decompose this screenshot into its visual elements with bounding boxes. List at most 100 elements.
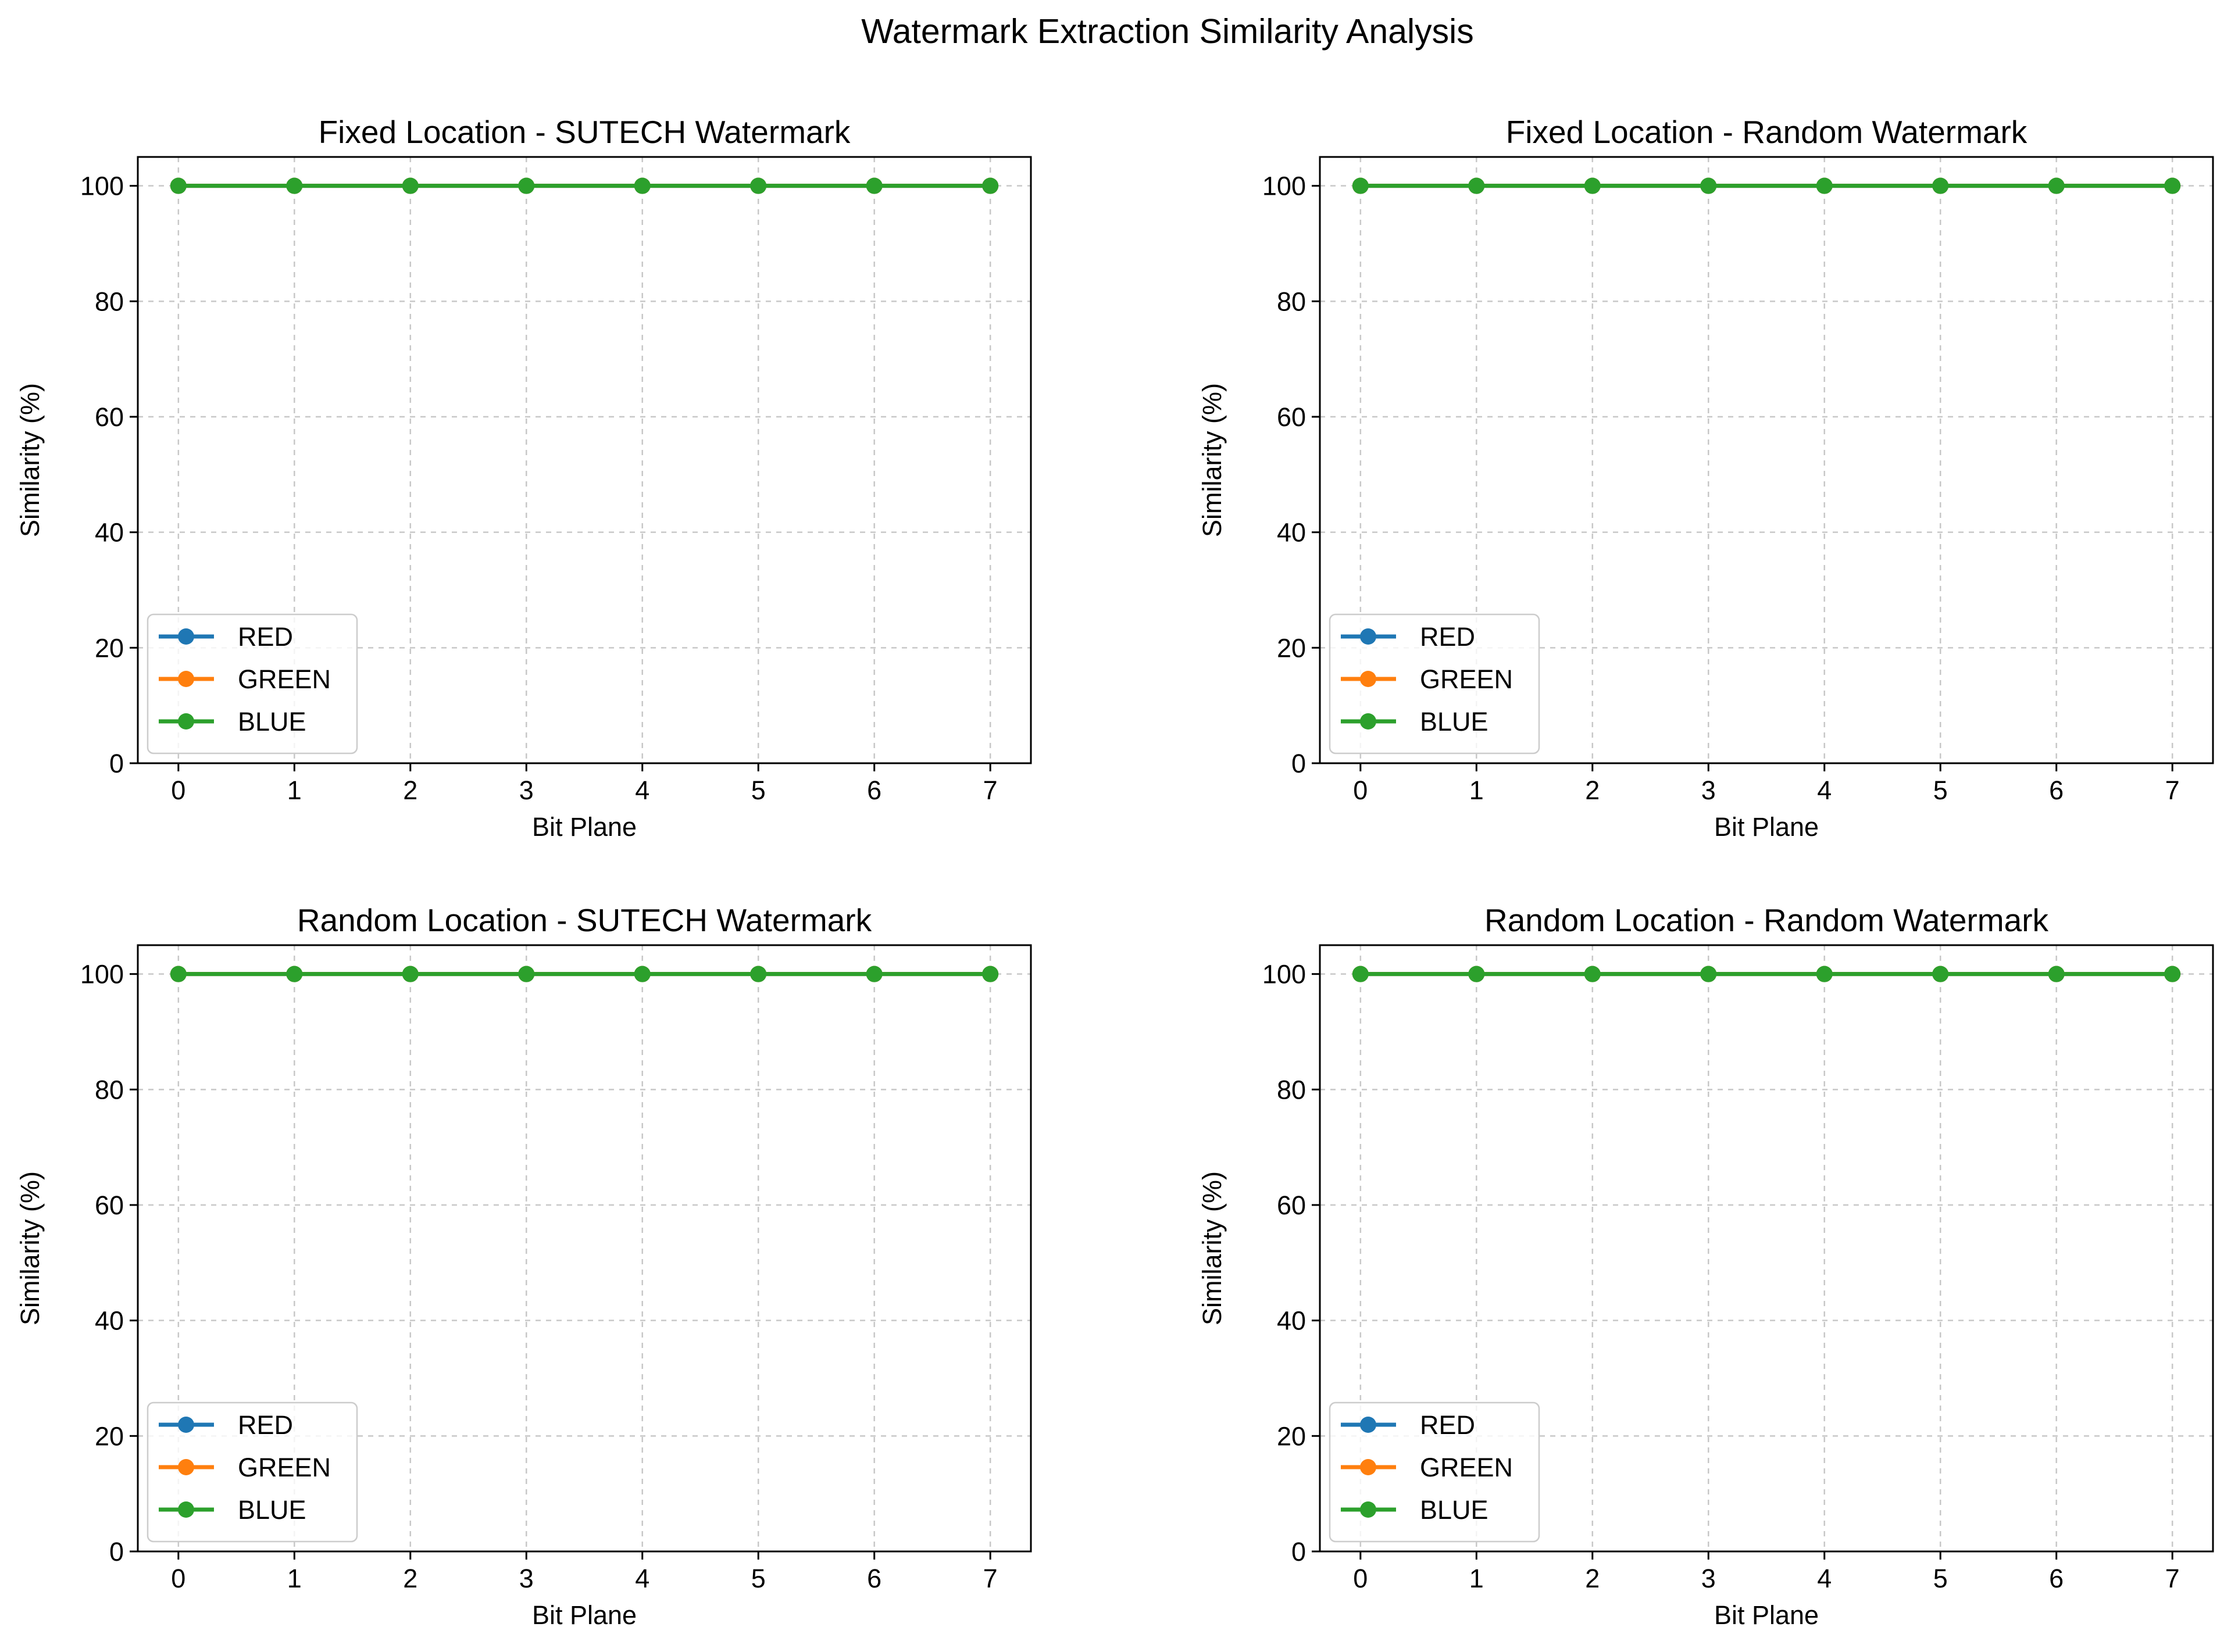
subplot-title: Random Location - Random Watermark xyxy=(1484,902,2049,938)
axes-frame xyxy=(1319,944,2214,1553)
y-axis-label: Similarity (%) xyxy=(1197,383,1227,537)
subplot-title: Fixed Location - Random Watermark xyxy=(1506,114,2027,150)
x-axis-label: Bit Plane xyxy=(1714,812,1819,842)
data-point-blue xyxy=(1352,177,1369,194)
y-tick-label: 20 xyxy=(1277,633,1306,663)
legend-label: GREEN xyxy=(1420,664,1513,694)
legend-marker-red xyxy=(178,628,194,645)
data-point-blue xyxy=(750,966,767,982)
y-tick-label: 40 xyxy=(95,518,124,548)
x-tick-label: 7 xyxy=(983,1564,998,1593)
data-point-blue xyxy=(2164,177,2181,194)
x-tick-label: 1 xyxy=(287,775,302,805)
data-point-blue xyxy=(1932,966,1949,982)
legend: RED GREEN BLUE xyxy=(147,613,358,755)
data-point-blue xyxy=(1584,177,1601,194)
legend-marker-red xyxy=(1360,628,1376,645)
y-tick-label: 80 xyxy=(1277,1075,1306,1104)
legend-marker-blue xyxy=(178,713,194,730)
legend-marker-red xyxy=(178,1417,194,1433)
legend-label: BLUE xyxy=(238,707,306,736)
y-tick-label: 80 xyxy=(95,1075,124,1104)
legend-label: BLUE xyxy=(1420,1495,1488,1525)
x-tick-label: 4 xyxy=(1817,775,1832,805)
data-point-blue xyxy=(1352,966,1369,982)
y-tick-label: 60 xyxy=(1277,402,1306,432)
plot-area xyxy=(170,966,999,982)
y-tick-label: 40 xyxy=(1277,1306,1306,1336)
legend-marker-green xyxy=(1360,1459,1376,1475)
y-tick-label: 20 xyxy=(95,633,124,663)
data-point-blue xyxy=(1468,966,1485,982)
data-point-blue xyxy=(1584,966,1601,982)
x-tick-label: 2 xyxy=(1585,1564,1600,1593)
subplot-1: Fixed Location - SUTECH Watermark Bit Pl… xyxy=(15,114,1032,842)
x-axis-label: Bit Plane xyxy=(1714,1600,1819,1630)
x-tick-label: 0 xyxy=(1353,1564,1368,1593)
y-tick-label: 40 xyxy=(1277,518,1306,548)
plot-area xyxy=(1352,966,2181,982)
legend-box xyxy=(147,1401,358,1543)
legend-marker-blue xyxy=(178,1501,194,1518)
x-tick-label: 2 xyxy=(403,775,417,805)
data-point-blue xyxy=(1468,177,1485,194)
data-point-blue xyxy=(634,966,651,982)
data-point-blue xyxy=(1932,177,1949,194)
y-tick-label: 0 xyxy=(109,749,124,778)
y-tick-label: 100 xyxy=(80,171,124,201)
legend-label: GREEN xyxy=(238,1453,331,1482)
data-point-blue xyxy=(2048,966,2065,982)
x-tick-label: 4 xyxy=(635,1564,649,1593)
x-tick-label: 2 xyxy=(403,1564,417,1593)
subplot-title: Fixed Location - SUTECH Watermark xyxy=(319,114,851,150)
x-tick-label: 4 xyxy=(1817,1564,1832,1593)
data-point-blue xyxy=(286,966,303,982)
subplot-title: Random Location - SUTECH Watermark xyxy=(297,902,872,938)
plot-area xyxy=(170,177,999,194)
axes-frame xyxy=(137,156,1032,764)
data-point-blue xyxy=(982,177,999,194)
legend: RED GREEN BLUE xyxy=(1329,1401,1540,1543)
legend-marker-red xyxy=(1360,1417,1376,1433)
legend-label: RED xyxy=(238,1410,293,1440)
subplot-4: Random Location - Random Watermark Bit P… xyxy=(1197,902,2214,1630)
legend-label: BLUE xyxy=(238,1495,306,1525)
x-tick-label: 5 xyxy=(751,775,766,805)
data-point-blue xyxy=(2164,966,2181,982)
y-tick-label: 100 xyxy=(1262,171,1306,201)
data-point-blue xyxy=(866,177,883,194)
data-point-blue xyxy=(634,177,651,194)
data-point-blue xyxy=(170,177,187,194)
legend-marker-blue xyxy=(1360,713,1376,730)
legend-box xyxy=(1329,613,1540,755)
x-tick-label: 0 xyxy=(171,1564,185,1593)
subplot-2: Fixed Location - Random Watermark Bit Pl… xyxy=(1197,114,2214,842)
x-tick-label: 7 xyxy=(983,775,998,805)
y-tick-label: 60 xyxy=(1277,1190,1306,1220)
x-tick-label: 7 xyxy=(2165,775,2180,805)
figure-suptitle: Watermark Extraction Similarity Analysis xyxy=(861,12,1474,51)
data-point-blue xyxy=(1700,177,1717,194)
y-tick-label: 20 xyxy=(95,1421,124,1451)
y-tick-label: 80 xyxy=(1277,287,1306,316)
data-point-blue xyxy=(1700,966,1717,982)
legend-label: RED xyxy=(1420,1410,1475,1440)
data-point-blue xyxy=(402,177,419,194)
data-point-blue xyxy=(170,966,187,982)
x-tick-label: 1 xyxy=(287,1564,302,1593)
legend-label: GREEN xyxy=(238,664,331,694)
x-tick-label: 1 xyxy=(1469,775,1484,805)
x-tick-label: 6 xyxy=(2049,1564,2064,1593)
axes-frame xyxy=(1319,156,2214,764)
x-tick-label: 1 xyxy=(1469,1564,1484,1593)
plot-area xyxy=(1352,177,2181,194)
y-tick-label: 80 xyxy=(95,287,124,316)
y-tick-label: 20 xyxy=(1277,1421,1306,1451)
legend-label: GREEN xyxy=(1420,1453,1513,1482)
data-point-blue xyxy=(982,966,999,982)
legend-box xyxy=(1329,1401,1540,1543)
legend: RED GREEN BLUE xyxy=(1329,613,1540,755)
x-tick-label: 5 xyxy=(1933,1564,1948,1593)
data-point-blue xyxy=(1816,966,1833,982)
